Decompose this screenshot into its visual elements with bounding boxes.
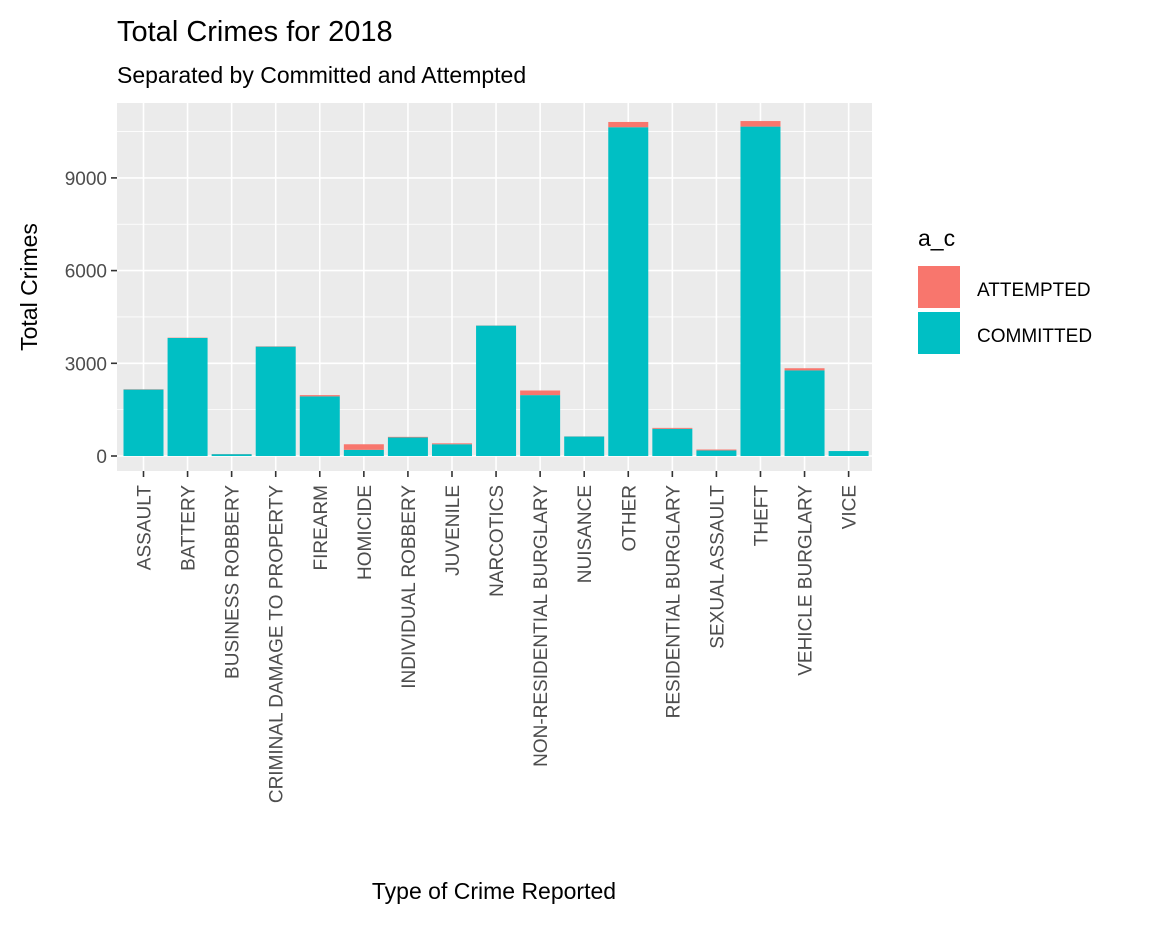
bar-committed [344, 450, 384, 456]
bar-committed [520, 395, 560, 456]
bar-attempted [652, 428, 692, 429]
x-tick-label: FIREARM [311, 485, 332, 571]
y-tick-label: 3000 [65, 354, 107, 375]
x-tick-label: INDIVIDUAL ROBBERY [399, 485, 420, 689]
x-tick-label: BUSINESS ROBBERY [223, 485, 244, 679]
bar-committed [212, 454, 252, 456]
bar-attempted [520, 390, 560, 395]
y-axis: 0 3000 6000 9000 [65, 169, 117, 468]
x-tick-label: THEFT [751, 485, 772, 547]
chart-title: Total Crimes for 2018 [117, 16, 393, 48]
x-tick-label: HOMICIDE [355, 485, 376, 580]
bar-attempted [740, 121, 780, 127]
x-tick-label: SEXUAL ASSAULT [707, 485, 728, 649]
chart-subtitle: Separated by Committed and Attempted [117, 62, 526, 88]
x-tick-label: RESIDENTIAL BURGLARY [663, 485, 684, 719]
x-tick-label: JUVENILE [443, 485, 464, 576]
y-tick-label: 6000 [65, 262, 107, 283]
bar-committed [608, 127, 648, 456]
bar-attempted [300, 395, 340, 396]
y-tick-label: 9000 [65, 169, 107, 190]
bar-attempted [608, 122, 648, 127]
y-axis-title: Total Crimes [16, 223, 42, 351]
bar-committed [696, 450, 736, 456]
bar-committed [168, 338, 208, 456]
y-tick-label: 0 [96, 447, 107, 468]
bar-committed [256, 347, 296, 456]
x-tick-label: BATTERY [179, 485, 200, 571]
legend-label: ATTEMPTED [977, 280, 1091, 301]
bar-attempted [696, 450, 736, 451]
legend: a_c ATTEMPTED COMMITTED [918, 225, 1092, 354]
bar-committed [829, 451, 869, 456]
bar-attempted [388, 437, 428, 438]
x-axis: ASSAULT BATTERY BUSINESS ROBBERY CRIMINAL D… [135, 471, 861, 803]
x-tick-label: VICE [840, 485, 861, 529]
x-tick-label: VEHICLE BURGLARY [796, 485, 817, 676]
x-tick-label: ASSAULT [135, 485, 156, 571]
bar-committed [564, 437, 604, 456]
bar-committed [388, 437, 428, 456]
x-axis-title: Type of Crime Reported [372, 878, 616, 904]
legend-key [918, 312, 960, 354]
x-tick-label: OTHER [619, 485, 640, 552]
x-tick-label: NARCOTICS [487, 485, 508, 597]
x-tick-label: NUISANCE [575, 485, 596, 583]
bar-attempted [785, 368, 825, 370]
bar-committed [300, 396, 340, 456]
bar-committed [785, 370, 825, 456]
legend-label: COMMITTED [977, 326, 1092, 347]
bar-committed [652, 429, 692, 456]
bar-committed [740, 127, 780, 456]
bar-attempted [344, 444, 384, 450]
x-tick-label: CRIMINAL DAMAGE TO PROPERTY [267, 485, 288, 803]
legend-key [918, 266, 960, 308]
bar-committed [432, 444, 472, 456]
bar-attempted [432, 443, 472, 444]
legend-title: a_c [918, 225, 955, 251]
bar-committed [476, 326, 516, 456]
bar-committed [124, 390, 164, 456]
x-tick-label: NON-RESIDENTIAL BURGLARY [531, 485, 552, 767]
